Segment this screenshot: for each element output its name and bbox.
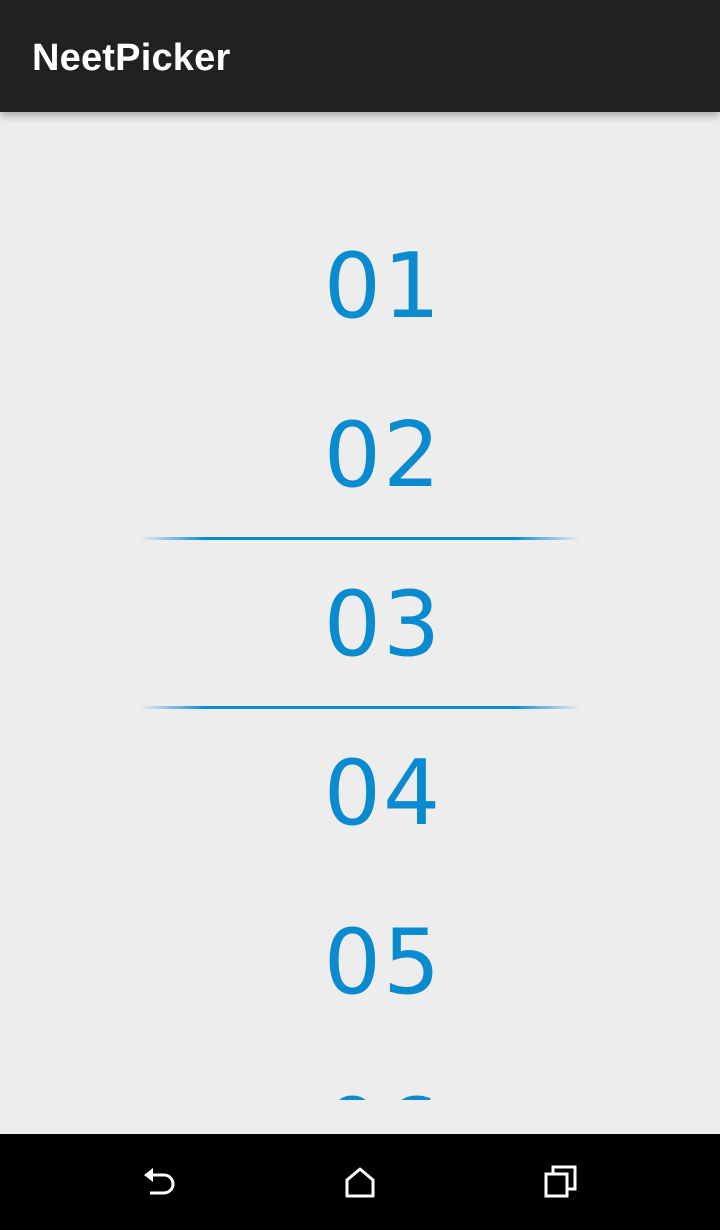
home-icon[interactable] [340,1162,380,1202]
picker-item-06[interactable]: 06 [0,1047,720,1100]
navigation-bar [0,1134,720,1230]
picker-item-04[interactable]: 04 [323,741,443,846]
picker-item-01[interactable]: 01 [323,234,443,339]
picker-item-03-selected[interactable]: 03 [323,572,443,677]
number-picker[interactable]: 01 02 03 04 05 06 [0,112,720,1100]
selection-divider-bottom [140,706,580,709]
app-title: NeetPicker [32,37,231,79]
app-bar: NeetPicker [0,0,720,112]
selection-divider-top [140,537,580,540]
back-icon[interactable] [140,1162,180,1202]
picker-item-05[interactable]: 05 [323,910,443,1015]
recents-icon[interactable] [540,1162,580,1202]
picker-item-02[interactable]: 02 [323,403,443,508]
content-area: 01 02 03 04 05 06 [0,112,720,1134]
